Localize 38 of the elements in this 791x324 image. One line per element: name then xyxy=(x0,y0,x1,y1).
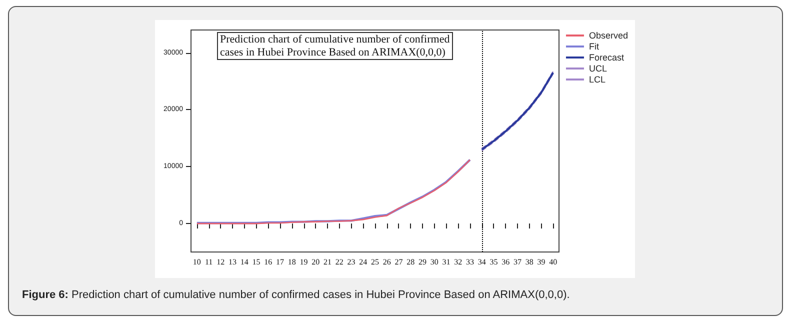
legend-label: UCL xyxy=(588,64,607,74)
x-tick-label: 26 xyxy=(382,258,391,266)
x-tick-label: 23 xyxy=(347,258,356,266)
x-tick-label: 27 xyxy=(394,258,403,266)
legend-label: LCL xyxy=(588,74,606,84)
x-tick-label: 21 xyxy=(324,258,332,266)
x-tick-label: 11 xyxy=(204,258,213,266)
legend-label: Observed xyxy=(588,30,628,40)
x-tick-label: 32 xyxy=(454,258,462,266)
x-tick-label: 38 xyxy=(525,258,534,266)
x-tick-label: 16 xyxy=(264,258,272,266)
x-tick-label: 19 xyxy=(300,258,308,266)
legend-label: Fit xyxy=(588,42,600,52)
x-tick-label: 39 xyxy=(537,258,546,266)
x-tick-label: 10 xyxy=(192,258,201,266)
x-tick-label: 36 xyxy=(502,258,510,266)
x-tick-label: 18 xyxy=(288,258,296,266)
x-tick-label: 34 xyxy=(478,258,486,266)
x-tick-label: 15 xyxy=(252,258,260,266)
x-tick-label: 29 xyxy=(418,258,426,266)
x-tick-label: 17 xyxy=(276,258,284,266)
x-tick-label: 12 xyxy=(216,258,225,266)
legend-label: Forecast xyxy=(588,52,624,62)
x-tick-label: 40 xyxy=(549,258,558,266)
x-tick-label: 14 xyxy=(240,258,248,266)
caption: Figure 6: Prediction chart of cumulative number of confirmed cases in Hubei Province Based on ARIMAX(0,0,0). xyxy=(22,289,570,301)
x-tick-label: 28 xyxy=(406,258,415,266)
x-tick-label: 31 xyxy=(442,258,450,266)
x-tick-label: 33 xyxy=(466,258,474,266)
x-tick-label: 22 xyxy=(335,258,344,266)
x-tick-label: 13 xyxy=(228,258,237,266)
x-tick-label: 37 xyxy=(513,258,522,266)
x-tick-label: 30 xyxy=(430,258,438,266)
x-tick-label: 25 xyxy=(371,258,379,266)
x-tick-label: 35 xyxy=(490,258,498,266)
x-tick-label: 20 xyxy=(312,258,320,266)
text: Prediction chart of cumulative number of confirmed cases in Hubei Province Based on ARIMAX(0,0,0) xyxy=(220,34,450,58)
x-tick-label: 24 xyxy=(359,258,368,266)
